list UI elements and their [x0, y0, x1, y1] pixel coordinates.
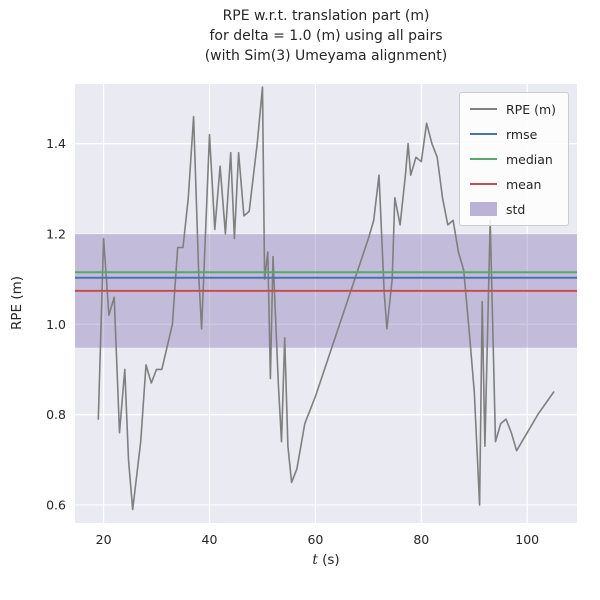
svg-text:0.6: 0.6	[46, 497, 66, 512]
svg-text:60: 60	[307, 532, 323, 547]
svg-text:1.0: 1.0	[46, 317, 66, 332]
rpe-line-swatch	[469, 107, 497, 111]
x-axis-label-symbol: t	[312, 552, 318, 568]
svg-text:1.4: 1.4	[46, 136, 66, 151]
std-band-swatch	[469, 202, 497, 216]
legend-label-rpe: RPE (m)	[505, 101, 556, 117]
legend-label-mean: mean	[505, 176, 542, 192]
legend-label-std: std	[505, 201, 526, 217]
svg-text:20: 20	[96, 532, 112, 547]
mean-line-swatch	[469, 182, 497, 186]
svg-text:80: 80	[413, 532, 429, 547]
x-axis-label: t (s)	[75, 552, 577, 568]
legend-item-std: std	[469, 200, 556, 218]
svg-text:0.8: 0.8	[46, 407, 66, 422]
svg-text:100: 100	[515, 532, 539, 547]
legend-item-median: median	[469, 150, 556, 168]
median-line-swatch	[469, 157, 497, 161]
legend-label-rmse: rmse	[505, 126, 538, 142]
legend-item-rmse: rmse	[469, 125, 556, 143]
chart-title-line-3: (with Sim(3) Umeyama alignment)	[204, 48, 448, 64]
svg-text:40: 40	[202, 532, 218, 547]
x-axis-label-unit: (s)	[317, 552, 340, 568]
chart-title-line-2: for delta = 1.0 (m) using all pairs	[209, 28, 443, 44]
chart-title-line-1: RPE w.r.t. translation part (m)	[222, 8, 430, 24]
rmse-line-swatch	[469, 132, 497, 136]
svg-text:1.2: 1.2	[46, 226, 66, 241]
legend-item-rpe: RPE (m)	[469, 100, 556, 118]
legend-item-mean: mean	[469, 175, 556, 193]
legend: RPE (m) rmse median mean std	[458, 92, 569, 226]
y-axis-label: RPE (m)	[9, 275, 25, 331]
chart-title: RPE w.r.t. translation part (m) for delt…	[75, 6, 577, 66]
legend-label-median: median	[505, 151, 553, 167]
